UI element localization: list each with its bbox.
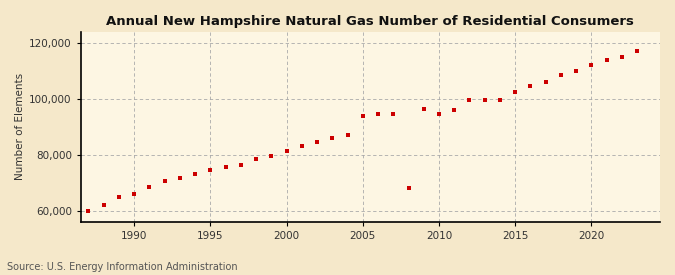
Text: Source: U.S. Energy Information Administration: Source: U.S. Energy Information Administ… <box>7 262 238 272</box>
Y-axis label: Number of Elements: Number of Elements <box>15 73 25 180</box>
Title: Annual New Hampshire Natural Gas Number of Residential Consumers: Annual New Hampshire Natural Gas Number … <box>107 15 634 28</box>
